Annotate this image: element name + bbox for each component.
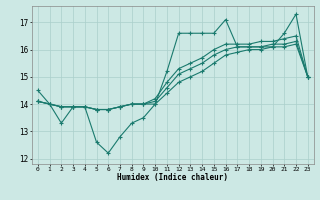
X-axis label: Humidex (Indice chaleur): Humidex (Indice chaleur)	[117, 173, 228, 182]
